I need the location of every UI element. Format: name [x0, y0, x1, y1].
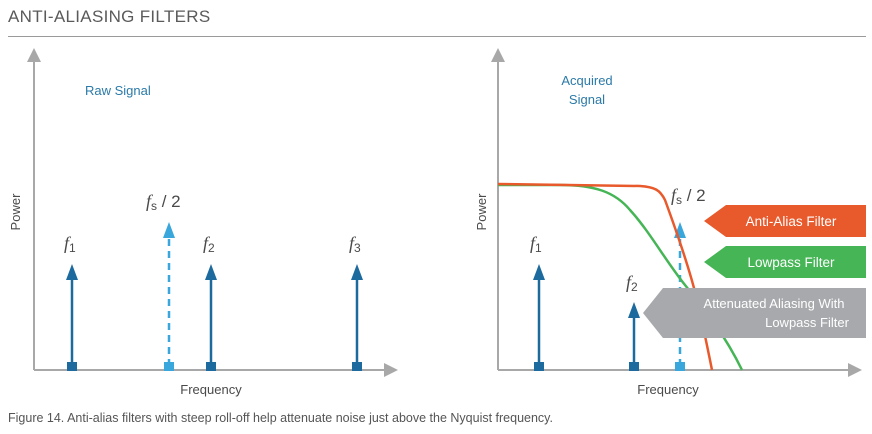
acquired-signal-label-line1: Acquired [561, 73, 612, 88]
title-divider [8, 36, 866, 37]
attenuated-aliasing-legend: Attenuated Aliasing With Lowpass Filter [643, 288, 866, 338]
left-nyquist-label: fs / 2 [146, 191, 181, 213]
attenuated-aliasing-legend-line2: Lowpass Filter [765, 315, 849, 330]
page-title: ANTI-ALIASING FILTERS [8, 7, 211, 26]
left-f2-label: f2 [203, 233, 215, 255]
left-f1-label: f1 [64, 233, 76, 255]
right-y-axis-label: Power [474, 193, 489, 231]
right-f2-signal-arrow [628, 302, 640, 371]
left-y-axis-arrowhead [27, 48, 41, 62]
figure-diagram: Power Frequency Raw Signal f1 fs / 2 f [8, 48, 866, 397]
acquired-signal-label-line2: Signal [569, 92, 605, 107]
left-panel: Power Frequency Raw Signal f1 fs / 2 f [8, 48, 398, 397]
lowpass-filter-legend: Lowpass Filter [704, 246, 866, 278]
figure-caption: Figure 14. Anti-alias filters with steep… [8, 411, 553, 425]
right-f1-label: f1 [530, 233, 542, 255]
left-x-axis-label: Frequency [180, 382, 242, 397]
lowpass-filter-legend-text: Lowpass Filter [747, 255, 835, 270]
right-f1-signal-arrow [533, 264, 545, 371]
left-f3-signal-arrow [351, 264, 363, 371]
raw-signal-label: Raw Signal [85, 83, 151, 98]
right-f2-label: f2 [626, 272, 638, 294]
right-x-axis-label: Frequency [637, 382, 699, 397]
left-f3-label: f3 [349, 233, 361, 255]
attenuated-aliasing-legend-line1: Attenuated Aliasing With [704, 296, 845, 311]
left-f1-signal-arrow [66, 264, 78, 371]
right-panel: Power Frequency Acquired Signal f1 f2 [474, 48, 866, 397]
left-f2-signal-arrow [205, 264, 217, 371]
right-nyquist-label: fs / 2 [671, 185, 706, 207]
left-nyquist-arrow [163, 222, 175, 371]
anti-alias-filter-legend: Anti-Alias Filter [704, 205, 866, 237]
left-y-axis-label: Power [8, 193, 23, 231]
right-y-axis-arrowhead [491, 48, 505, 62]
left-x-axis-arrowhead [384, 363, 398, 377]
anti-alias-filter-legend-text: Anti-Alias Filter [746, 214, 837, 229]
right-x-axis-arrowhead [848, 363, 862, 377]
